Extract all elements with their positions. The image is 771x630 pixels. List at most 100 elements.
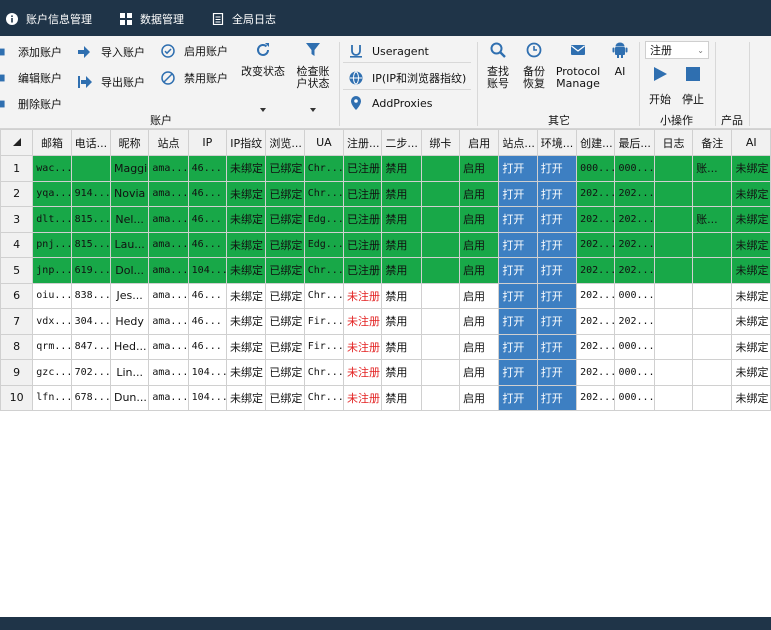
row-number[interactable]: 7 <box>0 308 34 335</box>
table-cell[interactable]: Chr... <box>303 282 345 309</box>
table-cell[interactable]: ama... <box>148 359 189 386</box>
table-cell[interactable] <box>692 384 733 411</box>
table-cell[interactable] <box>653 257 694 284</box>
table-cell[interactable]: 304... <box>70 308 111 335</box>
table-cell[interactable]: 000... <box>614 384 655 411</box>
open-site-button[interactable]: 打开 <box>498 333 538 360</box>
table-cell[interactable]: Fir... <box>303 333 345 360</box>
column-header[interactable]: 邮箱 <box>32 129 72 156</box>
table-cell[interactable]: 禁用 <box>381 206 422 233</box>
table-cell[interactable] <box>653 155 694 182</box>
open-env-button[interactable]: 打开 <box>536 333 578 360</box>
table-cell[interactable]: dlt... <box>32 206 72 233</box>
table-cell[interactable]: wac... <box>32 155 72 182</box>
table-cell[interactable]: 启用 <box>459 206 500 233</box>
table-cell[interactable]: 已注册 <box>343 231 383 258</box>
table-cell[interactable] <box>653 206 694 233</box>
disable-account-button[interactable]: 禁用账户 <box>161 70 228 86</box>
table-cell[interactable]: 未绑定 <box>731 333 771 360</box>
table-cell[interactable]: Hedy <box>109 308 150 335</box>
open-site-button[interactable]: 打开 <box>498 206 538 233</box>
table-cell[interactable]: Chr... <box>303 180 345 207</box>
table-row[interactable]: 8 qrm... 847... Hed... ama... 46... 未绑定 已绑定 Fir.… <box>0 333 771 360</box>
table-cell[interactable] <box>420 359 461 386</box>
table-cell[interactable] <box>692 308 733 335</box>
table-cell[interactable]: 禁用 <box>381 180 422 207</box>
table-cell[interactable]: 46... <box>187 155 228 182</box>
table-cell[interactable]: 202... <box>614 206 655 233</box>
table-cell[interactable]: 202... <box>614 231 655 258</box>
table-cell[interactable]: 702... <box>70 359 111 386</box>
table-cell[interactable]: 禁用 <box>381 384 422 411</box>
table-cell[interactable] <box>420 384 461 411</box>
open-site-button[interactable]: 打开 <box>498 180 538 207</box>
column-header[interactable]: 浏览... <box>265 129 305 156</box>
table-cell[interactable]: 未绑定 <box>731 359 771 386</box>
ip-fingerprint-button[interactable]: IP(IP和浏览器指纹) <box>349 70 466 86</box>
table-cell[interactable]: 未绑定 <box>731 206 771 233</box>
open-env-button[interactable]: 打开 <box>536 206 578 233</box>
table-cell[interactable]: 启用 <box>459 231 500 258</box>
column-header[interactable]: IP <box>187 129 228 156</box>
table-cell[interactable]: 202... <box>614 257 655 284</box>
table-cell[interactable]: 202... <box>576 206 616 233</box>
export-account-button[interactable]: 导出账户 <box>78 74 145 90</box>
stop-button[interactable]: 停止 <box>680 66 706 106</box>
table-cell[interactable]: 未绑定 <box>225 155 267 182</box>
import-account-button[interactable]: 导入账户 <box>78 44 145 60</box>
table-cell[interactable]: Fir... <box>303 308 345 335</box>
table-cell[interactable]: 未绑定 <box>225 282 267 309</box>
table-cell[interactable]: Chr... <box>303 155 345 182</box>
find-account-button[interactable]: 查找账号 <box>484 42 512 90</box>
column-header[interactable]: 最后... <box>614 129 655 156</box>
table-cell[interactable]: 未注册 <box>343 282 383 309</box>
table-cell[interactable] <box>653 308 694 335</box>
change-status-button[interactable]: 改变状态 <box>238 42 288 78</box>
column-header[interactable]: 创建... <box>576 129 616 156</box>
table-cell[interactable]: 未绑定 <box>225 180 267 207</box>
table-cell[interactable]: Dun... <box>109 384 150 411</box>
table-cell[interactable]: 000... <box>614 333 655 360</box>
table-cell[interactable]: 已注册 <box>343 206 383 233</box>
table-cell[interactable]: 202... <box>614 180 655 207</box>
tab-data-management[interactable]: 数据管理 <box>120 10 184 28</box>
table-cell[interactable]: qrm... <box>32 333 72 360</box>
table-cell[interactable]: 启用 <box>459 359 500 386</box>
table-cell[interactable]: Chr... <box>303 384 345 411</box>
table-cell[interactable]: ama... <box>148 333 189 360</box>
row-number[interactable]: 8 <box>0 333 34 360</box>
table-cell[interactable]: 000... <box>614 155 655 182</box>
table-cell[interactable] <box>653 359 694 386</box>
check-account-status-button[interactable]: 检查账户状态 <box>292 42 334 90</box>
row-number[interactable]: 6 <box>0 282 34 309</box>
column-header[interactable]: 环境... <box>536 129 578 156</box>
open-site-button[interactable]: 打开 <box>498 257 538 284</box>
table-cell[interactable]: 46... <box>187 282 228 309</box>
table-cell[interactable]: yqa... <box>32 180 72 207</box>
table-cell[interactable]: 未注册 <box>343 384 383 411</box>
table-cell[interactable] <box>653 384 694 411</box>
table-cell[interactable]: 已绑定 <box>265 308 305 335</box>
row-number[interactable]: 1 <box>0 155 34 182</box>
table-cell[interactable]: 已绑定 <box>265 282 305 309</box>
table-cell[interactable]: 202... <box>614 308 655 335</box>
table-cell[interactable] <box>420 282 461 309</box>
open-env-button[interactable]: 打开 <box>536 384 578 411</box>
column-header[interactable]: 启用 <box>459 129 500 156</box>
table-cell[interactable]: 000... <box>614 282 655 309</box>
table-cell[interactable]: 已绑定 <box>265 206 305 233</box>
table-row[interactable]: 7 vdx... 304... Hedy ama... 46... 未绑定 已绑定 Fir...… <box>0 308 771 335</box>
table-cell[interactable]: 未绑定 <box>731 231 771 258</box>
table-cell[interactable]: 禁用 <box>381 231 422 258</box>
table-cell[interactable]: 914... <box>70 180 111 207</box>
table-cell[interactable]: 禁用 <box>381 282 422 309</box>
table-cell[interactable] <box>692 180 733 207</box>
table-cell[interactable]: 已绑定 <box>265 155 305 182</box>
column-header[interactable]: 电话... <box>70 129 111 156</box>
open-env-button[interactable]: 打开 <box>536 282 578 309</box>
table-cell[interactable]: 账... <box>692 206 733 233</box>
table-cell[interactable]: ama... <box>148 384 189 411</box>
table-cell[interactable]: 未绑定 <box>731 308 771 335</box>
column-header[interactable]: 注册... <box>343 129 383 156</box>
table-cell[interactable] <box>692 359 733 386</box>
